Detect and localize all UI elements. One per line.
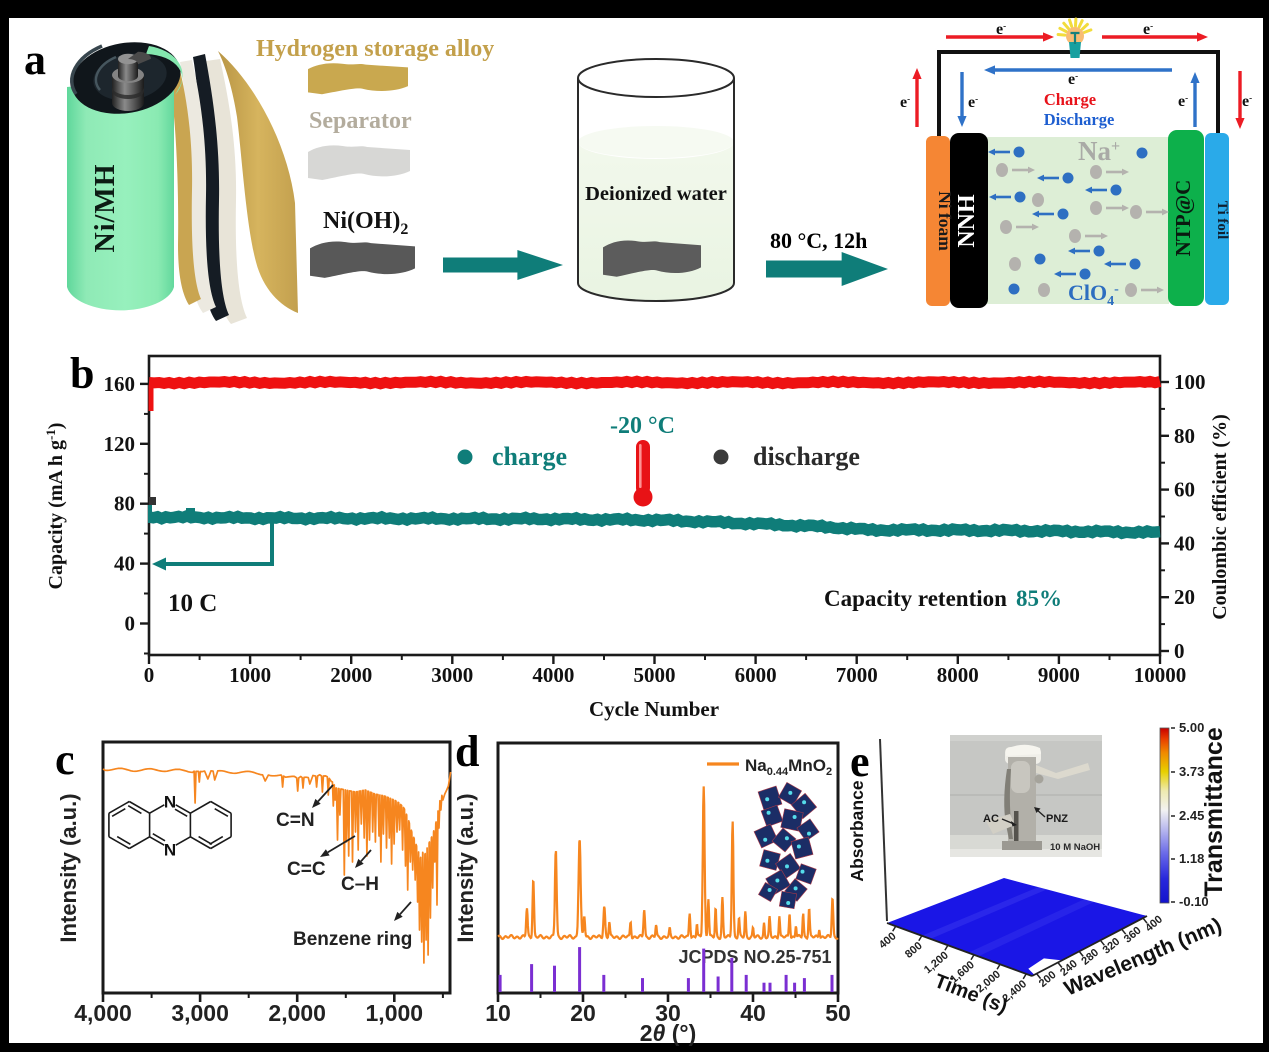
svg-text:4000: 4000 — [532, 663, 574, 687]
svg-text:160: 160 — [104, 372, 136, 396]
svg-text:e-: e- — [996, 21, 1006, 38]
svg-text:Absorbance: Absorbance — [847, 780, 867, 881]
svg-text:120: 120 — [104, 432, 136, 456]
svg-text:N: N — [164, 841, 176, 860]
svg-text:0: 0 — [1174, 639, 1185, 663]
svg-text:40: 40 — [114, 552, 135, 576]
svg-text:800: 800 — [903, 940, 925, 961]
svg-text:80: 80 — [114, 492, 135, 516]
svg-text:Coulombic efficient (%): Coulombic efficient (%) — [1209, 414, 1231, 620]
svg-text:Intensity (a.u.): Intensity (a.u.) — [56, 793, 81, 942]
svg-text:5.00: 5.00 — [1179, 720, 1204, 735]
svg-text:3,000: 3,000 — [171, 1000, 229, 1026]
svg-text:10000: 10000 — [1134, 663, 1187, 687]
svg-text:e-: e- — [1178, 93, 1188, 110]
svg-text:Transmittance: Transmittance — [1200, 727, 1228, 897]
svg-text:100: 100 — [1174, 370, 1206, 394]
svg-text:80: 80 — [1174, 424, 1195, 448]
svg-text:2000: 2000 — [330, 663, 372, 687]
svg-text:1.18: 1.18 — [1179, 851, 1204, 866]
svg-text:400: 400 — [877, 930, 899, 951]
svg-text:2.45: 2.45 — [1179, 808, 1204, 823]
svg-text:20: 20 — [1174, 585, 1195, 609]
svg-text:2,000: 2,000 — [268, 1000, 326, 1026]
svg-text:6000: 6000 — [735, 663, 777, 687]
svg-text:40: 40 — [1174, 531, 1195, 555]
svg-text:Ti foil: Ti foil — [1214, 201, 1230, 239]
svg-text:9000: 9000 — [1038, 663, 1080, 687]
svg-text:20: 20 — [570, 1000, 596, 1026]
svg-text:C=N: C=N — [276, 810, 315, 831]
svg-text:e-: e- — [1143, 21, 1153, 38]
svg-text:10 M NaOH: 10 M NaOH — [1050, 842, 1100, 853]
svg-text:85%: 85% — [1016, 586, 1062, 611]
svg-text:-20 °C: -20 °C — [610, 413, 675, 439]
svg-text:discharge: discharge — [753, 442, 860, 471]
svg-text:Ni foam: Ni foam — [935, 191, 955, 251]
svg-text:7000: 7000 — [836, 663, 878, 687]
svg-text:ClO4-: ClO4- — [1068, 280, 1119, 309]
svg-text:C–H: C–H — [341, 874, 379, 895]
svg-text:30: 30 — [655, 1000, 681, 1026]
svg-text:Deionized water: Deionized water — [585, 183, 727, 205]
svg-text:Capacity (mA h g-1): Capacity (mA h g-1) — [43, 423, 67, 590]
svg-text:e-: e- — [968, 94, 978, 111]
svg-text:Benzene ring: Benzene ring — [293, 929, 412, 950]
svg-text:-0.10: -0.10 — [1179, 894, 1209, 909]
svg-text:5000: 5000 — [634, 663, 676, 687]
svg-text:40: 40 — [740, 1000, 766, 1026]
svg-text:e-: e- — [900, 94, 910, 111]
svg-text:Discharge: Discharge — [1044, 110, 1115, 129]
svg-text:Capacity retention: Capacity retention — [824, 586, 1007, 611]
svg-text:e-: e- — [1068, 71, 1078, 88]
svg-text:Charge: Charge — [1044, 90, 1096, 109]
svg-text:NTP@C: NTP@C — [1171, 180, 1195, 257]
svg-text:4,000: 4,000 — [74, 1000, 132, 1026]
svg-text:Na0.44MnO2: Na0.44MnO2 — [745, 756, 832, 778]
svg-text:0: 0 — [144, 663, 155, 687]
svg-text:Intensity (a.u.): Intensity (a.u.) — [453, 793, 478, 942]
svg-text:e-: e- — [1242, 93, 1252, 110]
svg-text:8000: 8000 — [937, 663, 979, 687]
svg-text:AC: AC — [983, 813, 999, 825]
svg-text:0: 0 — [125, 612, 136, 636]
svg-text:60: 60 — [1174, 478, 1195, 502]
svg-text:1000: 1000 — [229, 663, 271, 687]
svg-text:PNZ: PNZ — [1046, 813, 1068, 825]
svg-text:C=C: C=C — [287, 859, 326, 880]
svg-text:JCPDS NO.25-751: JCPDS NO.25-751 — [678, 947, 831, 967]
svg-text:3000: 3000 — [431, 663, 473, 687]
svg-text:3.73: 3.73 — [1179, 764, 1204, 779]
svg-text:2θ (°): 2θ (°) — [640, 1020, 697, 1046]
svg-text:50: 50 — [825, 1000, 851, 1026]
svg-text:10: 10 — [485, 1000, 511, 1026]
svg-text:10 C: 10 C — [168, 590, 217, 617]
svg-text:charge: charge — [492, 442, 567, 471]
svg-text:Ni/MH: Ni/MH — [90, 164, 121, 253]
svg-text:NNH: NNH — [954, 194, 980, 248]
svg-text:N: N — [164, 793, 176, 812]
svg-text:Cycle Number: Cycle Number — [589, 697, 719, 721]
svg-text:1,000: 1,000 — [366, 1000, 424, 1026]
